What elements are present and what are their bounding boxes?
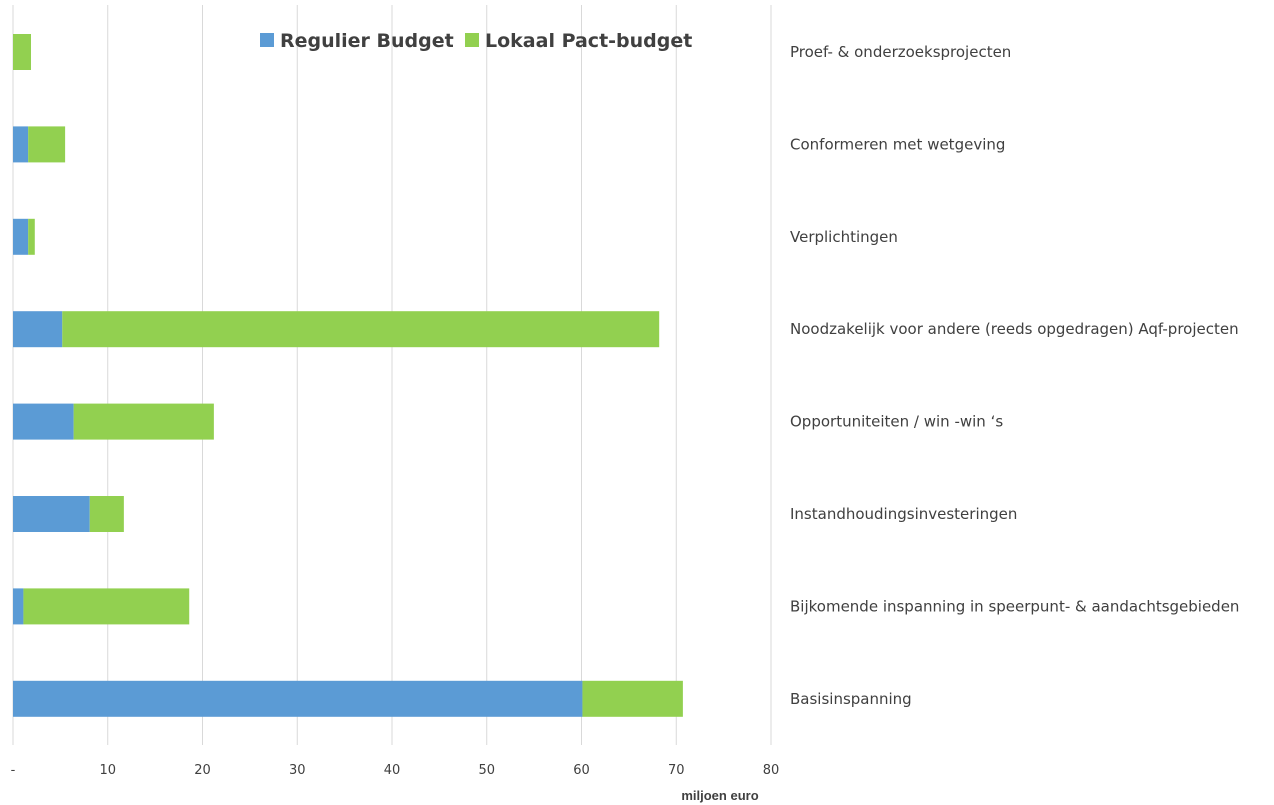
legend-swatch-0 — [260, 33, 274, 47]
bar-regulier-2 — [13, 218, 29, 255]
category-label-3: Noodzakelijk voor andere (reeds opgedrag… — [790, 320, 1239, 338]
legend-swatch-1 — [465, 33, 479, 47]
x-tick-label-7: 70 — [668, 763, 685, 778]
bars — [13, 34, 683, 717]
bar-regulier-5 — [13, 496, 90, 532]
x-tick-label-0: - — [11, 763, 16, 778]
x-tick-label-2: 20 — [194, 763, 211, 778]
bar-lokaal-pact-3 — [62, 311, 660, 348]
bar-regulier-6 — [13, 588, 24, 625]
category-label-1: Conformeren met wetgeving — [790, 135, 1005, 153]
x-tick-labels: - 10 20 30 40 50 60 70 80 — [11, 763, 780, 778]
bar-lokaal-pact-7 — [582, 680, 683, 717]
bar-regulier-7 — [13, 680, 583, 717]
category-label-7: Basisinspanning — [790, 690, 912, 708]
bar-lokaal-pact-2 — [28, 218, 35, 255]
gridlines — [12, 5, 772, 745]
category-label-4: Opportuniteiten / win -win ‘s — [790, 413, 1003, 431]
x-tick-label-3: 30 — [289, 763, 306, 778]
bar-regulier-4 — [13, 403, 74, 440]
category-labels: Proef- & onderzoeksprojecten Conformeren … — [790, 43, 1239, 708]
bar-regulier-3 — [13, 311, 63, 348]
bar-lokaal-pact-0 — [13, 34, 32, 70]
category-label-2: Verplichtingen — [790, 228, 898, 246]
legend-label-1: Lokaal Pact-budget — [485, 30, 692, 52]
bar-regulier-1 — [13, 126, 29, 163]
x-tick-label-5: 50 — [478, 763, 495, 778]
category-label-5: Instandhoudingsinvesteringen — [790, 505, 1017, 523]
bar-lokaal-pact-4 — [73, 403, 214, 440]
x-tick-label-1: 10 — [99, 763, 116, 778]
bar-lokaal-pact-6 — [23, 588, 190, 625]
bar-lokaal-pact-1 — [28, 126, 66, 163]
category-label-0: Proef- & onderzoeksprojecten — [790, 43, 1011, 61]
x-tick-label-6: 60 — [573, 763, 590, 778]
x-tick-label-4: 40 — [384, 763, 401, 778]
x-axis-title: miljoen euro — [681, 788, 758, 803]
x-tick-label-8: 80 — [763, 763, 780, 778]
legend: Regulier Budget Lokaal Pact-budget — [260, 30, 692, 52]
bar-lokaal-pact-5 — [89, 496, 124, 532]
legend-label-0: Regulier Budget — [280, 30, 454, 52]
category-label-6: Bijkomende inspanning in speerpunt- & aa… — [790, 597, 1239, 615]
